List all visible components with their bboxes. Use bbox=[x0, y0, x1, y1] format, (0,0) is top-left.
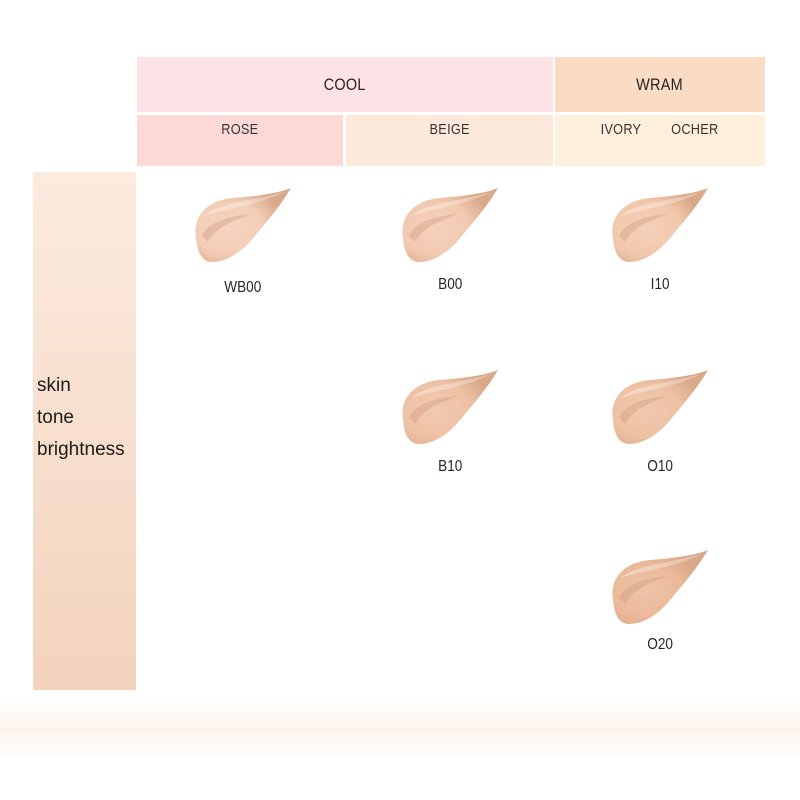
header-warm: WRAM bbox=[555, 57, 765, 112]
shade-label: B10 bbox=[437, 458, 463, 475]
shade-swatch-b10 bbox=[395, 368, 505, 448]
shade-label: O20 bbox=[647, 636, 673, 653]
brightness-gradient-bar bbox=[33, 172, 136, 690]
bottom-fade bbox=[0, 700, 800, 760]
shade-label: B00 bbox=[437, 276, 463, 293]
shade-swatch-o10 bbox=[605, 368, 715, 448]
shade-swatch-b00 bbox=[395, 186, 505, 266]
subheader-ocher: OCHER bbox=[671, 121, 719, 138]
subheader-rose: ROSE bbox=[137, 115, 343, 166]
subheader-ivory: IVORY bbox=[600, 121, 642, 138]
subheader-ivory-ocher: IVORY OCHER bbox=[555, 115, 765, 166]
shade-label: I10 bbox=[650, 276, 670, 293]
shade-label: O10 bbox=[647, 458, 673, 475]
shade-label: WB00 bbox=[224, 279, 262, 296]
shade-swatch-i10 bbox=[605, 186, 715, 266]
brightness-axis-label: skin tone brightness bbox=[37, 375, 125, 460]
shade-swatch-wb00 bbox=[188, 186, 298, 266]
header-cool: COOL bbox=[137, 57, 553, 112]
subheader-beige: BEIGE bbox=[346, 115, 553, 166]
shade-swatch-o20 bbox=[605, 548, 715, 628]
